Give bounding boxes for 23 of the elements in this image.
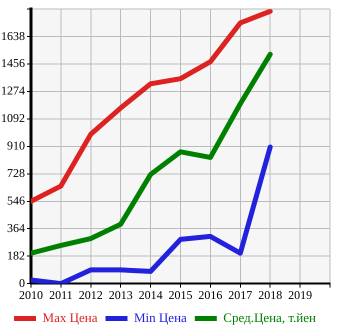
x-tick-label: 2014 bbox=[138, 288, 163, 302]
x-tick-label: 2012 bbox=[78, 288, 103, 302]
y-tick-label: 910 bbox=[7, 138, 25, 153]
y-tick-label: 0 bbox=[19, 276, 25, 290]
y-tick-label: 1456 bbox=[1, 56, 25, 70]
x-tick-label: 2011 bbox=[49, 288, 73, 302]
y-tick-label: 182 bbox=[7, 248, 25, 262]
x-tick-label: 2013 bbox=[108, 288, 133, 302]
legend-label: Max Цена bbox=[42, 310, 98, 325]
x-tick-label: 2010 bbox=[19, 288, 43, 302]
x-tick-label: 2015 bbox=[168, 288, 192, 302]
y-tick-label: 364 bbox=[7, 220, 25, 235]
y-tick-label: 728 bbox=[7, 166, 25, 180]
y-tick-label: 1274 bbox=[1, 84, 25, 98]
y-tick-label: 546 bbox=[7, 193, 25, 208]
legend-label: Min Цена bbox=[134, 310, 188, 325]
x-tick-label: 2019 bbox=[288, 288, 312, 302]
x-tick-label: 2017 bbox=[228, 288, 252, 302]
y-tick-label: 1638 bbox=[1, 28, 25, 43]
x-tick-label: 2018 bbox=[258, 288, 282, 302]
x-tick-label: 2016 bbox=[198, 288, 222, 302]
y-tick-label: 1092 bbox=[1, 111, 25, 126]
legend-label: Сред.Цена, т.йен bbox=[223, 310, 316, 325]
